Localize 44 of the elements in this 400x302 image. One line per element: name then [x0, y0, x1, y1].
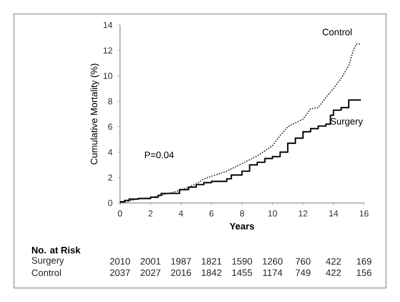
y-tick-label: 4 [108, 149, 112, 156]
text: 1987 [171, 258, 191, 265]
x-tick-label: 14 [329, 210, 338, 216]
text: 1821 [202, 258, 222, 265]
text: 2037 [110, 269, 130, 276]
x-tick-label: 16 [360, 210, 368, 216]
text: 1590 [232, 258, 252, 265]
text: 2001 [140, 258, 160, 265]
y-tick-label: 10 [104, 72, 112, 79]
x-axis-title: Years [230, 222, 254, 230]
series-label: Surgery [330, 118, 363, 127]
text: 2016 [171, 269, 191, 276]
y-tick-label: 0 [108, 200, 112, 206]
text: Surgery [32, 257, 64, 266]
y-tick-label: 8 [108, 98, 112, 104]
text: 1455 [232, 269, 252, 276]
y-tick-label: 14 [104, 22, 112, 28]
text: 156 [356, 269, 372, 276]
x-tick-label: 8 [240, 210, 244, 216]
text: 1260 [262, 258, 283, 265]
text: 1842 [202, 269, 222, 276]
text: 760 [296, 258, 310, 265]
text: 749 [296, 269, 310, 276]
x-tick-label: 10 [268, 210, 277, 216]
series-label: Control [322, 28, 352, 36]
x-tick-label: 2 [148, 210, 152, 216]
x-tick-label: 4 [178, 210, 184, 216]
y-tick-label: 12 [104, 47, 112, 54]
text: 169 [356, 258, 372, 265]
text: No. at Risk [32, 246, 80, 254]
text: 2027 [140, 269, 160, 276]
text: 422 [326, 269, 341, 276]
text: 1174 [263, 269, 282, 276]
text: 422 [326, 258, 341, 265]
text: Control [32, 269, 61, 276]
line-series [119, 43, 362, 204]
y-axis-title: Cumulative Mortality (%) [90, 64, 100, 164]
y-tick-label: 6 [108, 124, 112, 130]
x-tick-label: 12 [298, 210, 308, 216]
text: 2010 [110, 258, 130, 265]
x-tick-label: 0 [118, 210, 122, 216]
x-tick-label: 6 [210, 210, 214, 216]
y-tick-label: 2 [108, 174, 112, 181]
annotation: P=0.04 [145, 152, 174, 158]
